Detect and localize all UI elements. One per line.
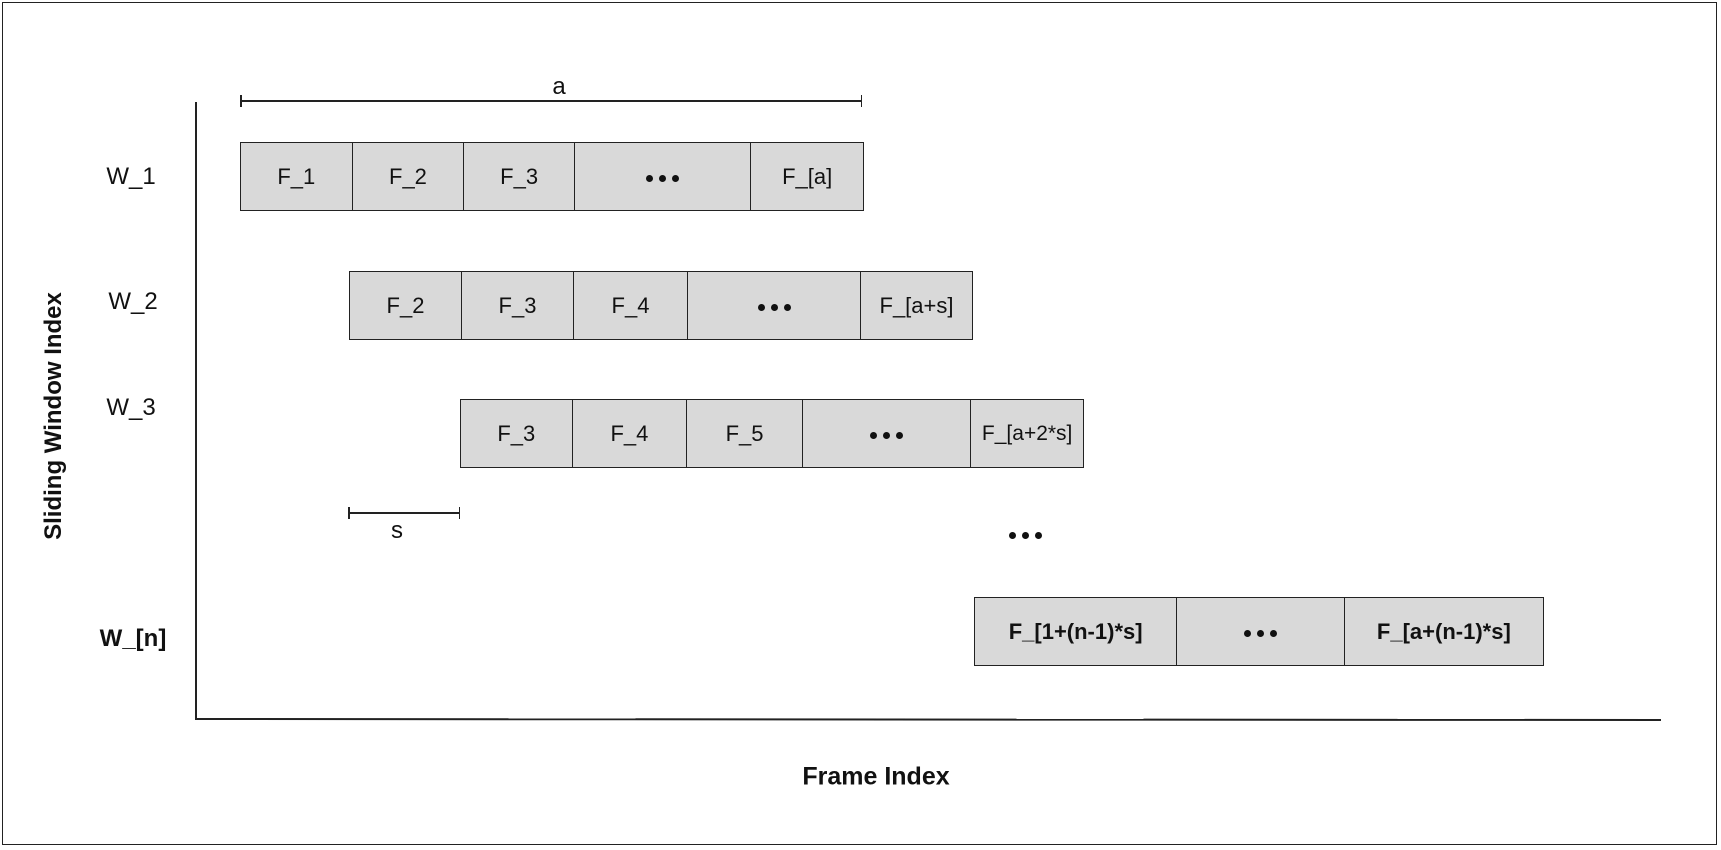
stride-label: s <box>391 517 403 544</box>
frame-cell: F_5 <box>687 400 803 467</box>
window-wn: F_[1+(n-1)*s] F_[a+(n-1)*s] <box>974 597 1544 666</box>
frame-cell: F_3 <box>462 272 574 339</box>
ellipsis-icon <box>757 304 791 311</box>
y-axis-label: Sliding Window Index <box>40 292 67 540</box>
window-w2: F_2 F_3 F_4 F_[a+s] <box>349 271 973 340</box>
window-label-w1: W_1 <box>106 163 156 190</box>
frame-cell: F_[a+2*s] <box>981 421 1073 445</box>
window-label-w2: W_2 <box>108 288 158 315</box>
ellipsis-cell <box>1177 598 1345 665</box>
stride-bracket <box>348 507 460 519</box>
frame-cell: F_2 <box>353 143 465 210</box>
ellipsis-icon <box>1009 532 1042 539</box>
window-label-w3: W_3 <box>106 394 156 421</box>
y-axis-line <box>195 102 197 719</box>
frame-cell: F_[1+(n-1)*s] <box>975 598 1178 665</box>
frame-cell: F_4 <box>574 272 688 339</box>
frame-cell: F_1 <box>241 143 353 210</box>
window-length-label: a <box>552 73 566 100</box>
ellipsis-icon <box>1243 630 1277 637</box>
window-w3: F_3 F_4 F_5 F_[a+2*s] <box>460 399 1084 468</box>
more-windows-ellipsis <box>1009 528 1042 539</box>
frame-cell: F_[a+s] <box>879 292 954 318</box>
frame-cell: F_3 <box>461 400 573 467</box>
ellipsis-cell <box>688 272 861 339</box>
ellipsis-icon <box>870 432 904 439</box>
frame-cell: F_[a+(n-1)*s] <box>1376 618 1511 644</box>
x-axis-label: Frame Index <box>802 762 950 791</box>
window-length-bracket <box>240 95 862 107</box>
window-w1: F_1 F_2 F_3 F_[a] <box>240 142 864 211</box>
frame-cell: F_2 <box>350 272 462 339</box>
frame-cell: F_4 <box>573 400 688 467</box>
window-label-wn: W_[n] <box>99 625 167 652</box>
frame-cell: F_[a] <box>782 163 833 189</box>
ellipsis-cell <box>575 143 752 210</box>
ellipsis-icon <box>646 175 680 182</box>
ellipsis-cell <box>803 400 972 467</box>
frame-cell: F_3 <box>464 143 575 210</box>
